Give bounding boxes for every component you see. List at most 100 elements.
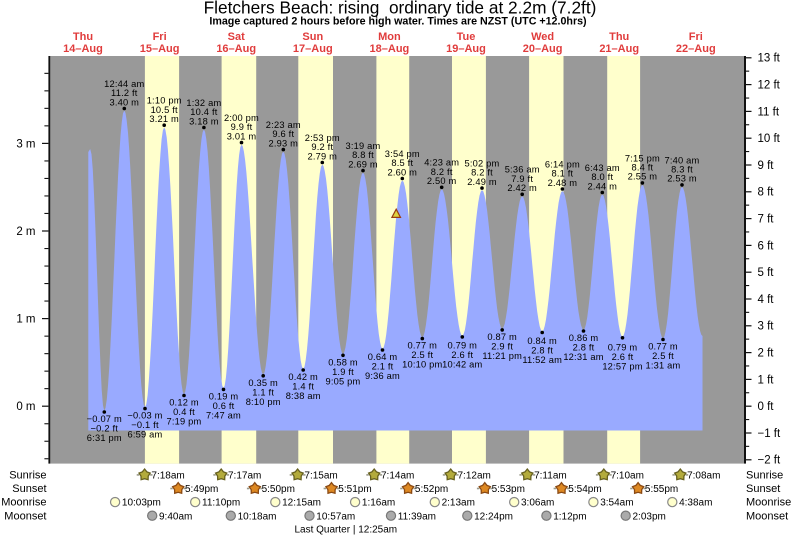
svg-text:9:05 pm: 9:05 pm (326, 376, 361, 386)
svg-text:6 ft: 6 ft (758, 240, 775, 252)
svg-text:5:02 pm: 5:02 pm (465, 159, 500, 169)
svg-text:8.5 ft: 8.5 ft (391, 158, 413, 168)
svg-text:1.9 ft: 1.9 ft (332, 367, 354, 377)
svg-text:2 m: 2 m (16, 226, 35, 238)
svg-text:Moonset: Moonset (4, 511, 46, 523)
svg-text:1 m: 1 m (16, 314, 35, 326)
svg-text:2.53 m: 2.53 m (667, 174, 697, 184)
svg-text:Sat: Sat (228, 31, 245, 43)
svg-text:14–Aug: 14–Aug (63, 43, 103, 55)
svg-text:20–Aug: 20–Aug (523, 43, 563, 55)
svg-text:2:03pm: 2:03pm (633, 512, 666, 523)
svg-text:Image captured 2 hours before: Image captured 2 hours before high water… (209, 16, 587, 28)
svg-text:10:10 pm: 10:10 pm (402, 360, 442, 370)
svg-text:0.42 m: 0.42 m (288, 372, 318, 382)
svg-text:3.21 m: 3.21 m (149, 114, 179, 124)
svg-text:12 ft: 12 ft (758, 80, 781, 92)
svg-text:19–Aug: 19–Aug (446, 43, 486, 55)
svg-text:Last Quarter | 12:25am: Last Quarter | 12:25am (294, 524, 397, 535)
svg-text:2:00 pm: 2:00 pm (224, 113, 259, 123)
svg-text:Sunrise: Sunrise (9, 469, 46, 481)
svg-text:0.79 m: 0.79 m (447, 340, 477, 350)
svg-text:5:49pm: 5:49pm (185, 484, 218, 495)
svg-text:Sunset: Sunset (746, 483, 780, 495)
svg-text:7:08am: 7:08am (687, 470, 720, 481)
svg-text:3:06am: 3:06am (521, 498, 554, 509)
svg-text:17–Aug: 17–Aug (293, 43, 333, 55)
svg-text:3.01 m: 3.01 m (227, 131, 257, 141)
svg-text:12:15am: 12:15am (282, 498, 321, 509)
svg-text:3 m: 3 m (16, 138, 35, 150)
svg-text:4 ft: 4 ft (758, 294, 775, 306)
svg-text:9.6 ft: 9.6 ft (272, 129, 294, 139)
svg-text:2 ft: 2 ft (758, 348, 775, 360)
svg-text:12:57 pm: 12:57 pm (602, 361, 642, 371)
svg-text:2.42 m: 2.42 m (507, 183, 537, 193)
svg-text:7:12am: 7:12am (458, 470, 491, 481)
svg-text:2.48 m: 2.48 m (548, 178, 578, 188)
svg-text:2.50 m: 2.50 m (427, 176, 457, 186)
svg-text:6:31 pm: 6:31 pm (87, 433, 122, 443)
svg-text:Fletchers Beach: rising ordin: Fletchers Beach: rising ordinary tide at… (204, 0, 597, 18)
svg-text:2.49 m: 2.49 m (467, 177, 497, 187)
svg-text:12:31 am: 12:31 am (563, 352, 603, 362)
svg-text:2.8 ft: 2.8 ft (531, 346, 553, 356)
svg-text:7:11am: 7:11am (534, 470, 567, 481)
svg-text:7:18am: 7:18am (151, 470, 184, 481)
svg-text:8.2 ft: 8.2 ft (471, 168, 493, 178)
svg-text:7:10am: 7:10am (611, 470, 644, 481)
svg-text:6:43 am: 6:43 am (585, 163, 620, 173)
svg-text:8.2 ft: 8.2 ft (431, 167, 453, 177)
svg-text:1:16am: 1:16am (362, 498, 395, 509)
svg-text:2.5 ft: 2.5 ft (652, 351, 674, 361)
svg-text:5:51pm: 5:51pm (338, 484, 371, 495)
svg-text:Moonrise: Moonrise (746, 497, 791, 509)
svg-text:9.2 ft: 9.2 ft (311, 142, 333, 152)
svg-text:5 ft: 5 ft (758, 267, 775, 279)
svg-text:0.35 m: 0.35 m (248, 378, 278, 388)
svg-text:Sunset: Sunset (12, 483, 46, 495)
svg-text:1:12pm: 1:12pm (553, 512, 586, 523)
svg-text:2.60 m: 2.60 m (387, 167, 417, 177)
svg-text:5:54pm: 5:54pm (568, 484, 601, 495)
svg-text:10 ft: 10 ft (758, 133, 781, 145)
svg-text:8.1 ft: 8.1 ft (551, 169, 573, 179)
svg-text:0.19 m: 0.19 m (209, 391, 239, 401)
svg-text:7:15 pm: 7:15 pm (625, 153, 660, 163)
svg-text:−0.2 ft: −0.2 ft (91, 424, 119, 434)
svg-text:11 ft: 11 ft (758, 106, 780, 118)
svg-text:0.6 ft: 0.6 ft (213, 401, 235, 411)
svg-text:3.40 m: 3.40 m (109, 97, 139, 107)
svg-text:5:52pm: 5:52pm (415, 484, 448, 495)
svg-text:2.5 ft: 2.5 ft (411, 350, 433, 360)
svg-text:−1 ft: −1 ft (758, 428, 782, 440)
svg-text:8.8 ft: 8.8 ft (352, 150, 374, 160)
svg-text:5:36 am: 5:36 am (505, 165, 540, 175)
svg-text:8:38 am: 8:38 am (286, 391, 321, 401)
svg-text:5:53pm: 5:53pm (492, 484, 525, 495)
svg-text:11.2 ft: 11.2 ft (111, 88, 138, 98)
svg-text:Moonset: Moonset (746, 511, 788, 523)
svg-text:2.69 m: 2.69 m (348, 159, 378, 169)
svg-text:7 ft: 7 ft (758, 214, 775, 226)
svg-text:3:19 am: 3:19 am (346, 141, 381, 151)
svg-text:11:39am: 11:39am (398, 512, 436, 523)
svg-text:7:19 pm: 7:19 pm (167, 417, 202, 427)
svg-text:10:03pm: 10:03pm (122, 498, 161, 509)
svg-text:9:40am: 9:40am (159, 512, 192, 523)
svg-text:Thu: Thu (609, 31, 629, 43)
svg-text:Fri: Fri (153, 31, 167, 43)
svg-text:0.64 m: 0.64 m (368, 352, 398, 362)
svg-text:2.9 ft: 2.9 ft (491, 341, 513, 351)
svg-text:Mon: Mon (378, 31, 401, 43)
svg-text:2.55 m: 2.55 m (628, 172, 658, 182)
svg-text:4:23 am: 4:23 am (424, 158, 459, 168)
svg-text:16–Aug: 16–Aug (216, 43, 256, 55)
svg-text:0.87 m: 0.87 m (487, 332, 517, 342)
svg-text:Wed: Wed (531, 31, 554, 43)
svg-text:8.0 ft: 8.0 ft (591, 172, 613, 182)
svg-text:5:55pm: 5:55pm (645, 484, 678, 495)
svg-text:7:14am: 7:14am (381, 470, 414, 481)
svg-text:8 ft: 8 ft (758, 187, 775, 199)
svg-text:9:36 am: 9:36 am (365, 371, 400, 381)
